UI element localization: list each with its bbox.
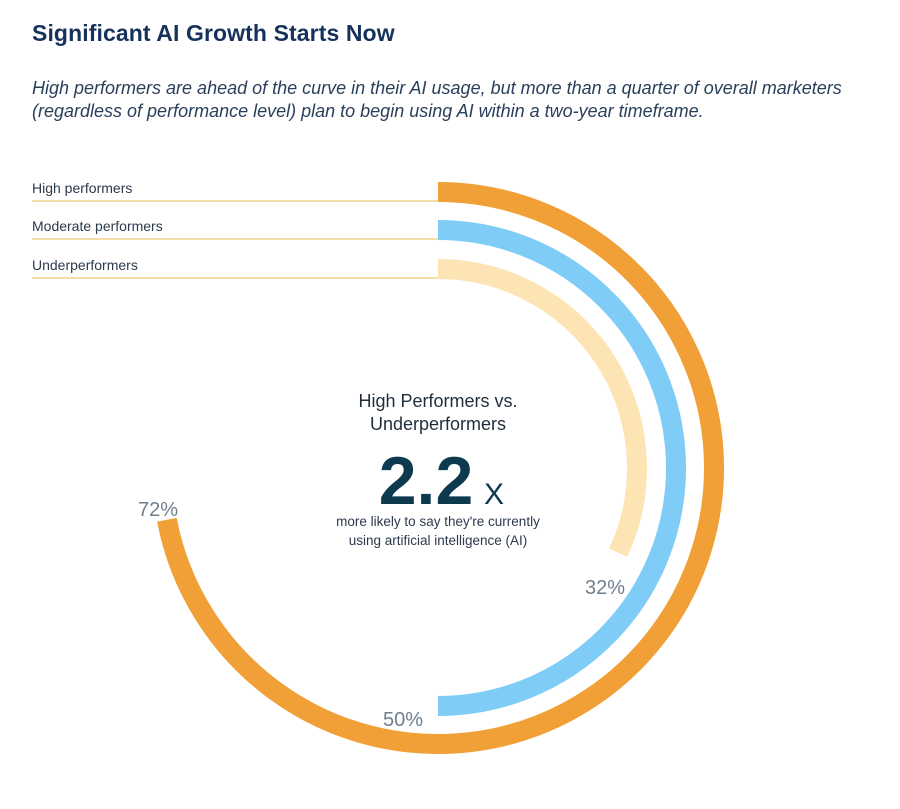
radial-bar-moderate-performers (437, 220, 686, 716)
chart-subtitle: High performers are ahead of the curve i… (32, 78, 842, 121)
chart-title: Significant AI Growth Starts Now (32, 20, 395, 46)
value-label-moderate-performers: 50% (383, 709, 423, 731)
legend-label-high-performers: High performers (32, 180, 132, 196)
center-description-line2: using artificial intelligence (AI) (349, 533, 528, 548)
multiplier-unit: X (484, 478, 504, 511)
value-label-high-performers: 72% (138, 499, 178, 521)
legend-label-underperformers: Underperformers (32, 257, 138, 273)
center-callout: High Performers vs. Underperformers 2.2 … (336, 391, 540, 548)
legend-lines (32, 200, 438, 279)
center-description-line1: more likely to say they're currently (336, 514, 540, 529)
radial-bar-high-performers (157, 182, 724, 754)
radial-bars (157, 182, 724, 754)
legend-label-moderate-performers: Moderate performers (32, 218, 163, 234)
center-heading-line1: High Performers vs. (358, 391, 517, 411)
value-labels: 72% 50% 32% (138, 499, 625, 731)
multiplier-value: 2.2 (379, 443, 474, 519)
legend-labels: High performers Moderate performers Underp… (32, 180, 163, 273)
radial-bar-underperformers (437, 259, 647, 557)
center-heading-line2: Underperformers (370, 414, 506, 434)
value-label-underperformers: 32% (585, 577, 625, 599)
